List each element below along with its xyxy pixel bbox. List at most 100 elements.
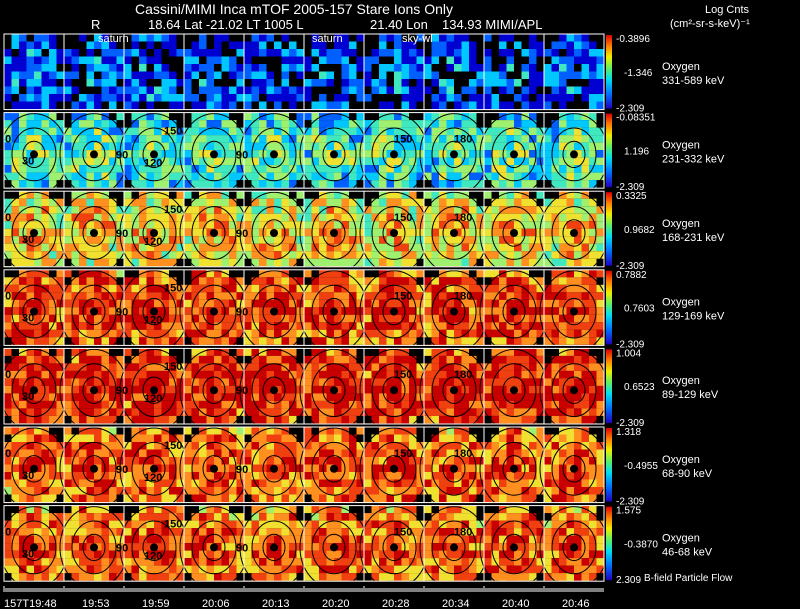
heatmap-cell xyxy=(131,314,139,323)
heatmap-cell xyxy=(401,408,409,416)
heatmap-cell xyxy=(191,442,199,450)
heatmap-cell xyxy=(154,64,162,72)
heatmap-cell xyxy=(169,408,177,416)
contour-label: 150 xyxy=(164,204,182,216)
heatmap-cell xyxy=(491,228,499,237)
heatmap-cell xyxy=(94,393,102,401)
heatmap-cell xyxy=(544,449,552,457)
heatmap-cell xyxy=(4,408,12,416)
heatmap-cell xyxy=(401,142,409,151)
heatmap-cell xyxy=(506,329,514,338)
heatmap-cell xyxy=(244,94,252,102)
heatmap-cell xyxy=(506,370,514,379)
heatmap-cell xyxy=(334,135,342,143)
heatmap-cell xyxy=(551,464,559,472)
heatmap-cell xyxy=(161,71,169,79)
heatmap-cell xyxy=(251,307,259,315)
heatmap-cell xyxy=(379,415,387,424)
heatmap-cell xyxy=(424,393,432,401)
heatmap-cell xyxy=(169,307,177,315)
heatmap-cell xyxy=(101,370,109,379)
heatmap-cell xyxy=(206,434,214,442)
heatmap-cell xyxy=(49,251,57,259)
heatmap-cell xyxy=(581,198,589,207)
heatmap-cell xyxy=(551,314,559,323)
heatmap-cell xyxy=(139,348,147,356)
heatmap-cell xyxy=(146,71,154,79)
heatmap-cell xyxy=(476,269,484,278)
heatmap-cell xyxy=(356,172,364,181)
heatmap-cell xyxy=(566,64,574,72)
heatmap-cell xyxy=(364,94,372,102)
heatmap-cell xyxy=(41,269,49,278)
heatmap-cell xyxy=(349,258,357,267)
heatmap-cell xyxy=(461,337,469,345)
heatmap-cell xyxy=(34,165,42,173)
heatmap-cell xyxy=(176,198,184,207)
heatmap-cell xyxy=(116,284,124,293)
heatmap-cell xyxy=(116,49,124,57)
heatmap-cell xyxy=(326,292,334,300)
heatmap-cell xyxy=(116,269,124,278)
heatmap-cell xyxy=(544,157,552,166)
heatmap-cell xyxy=(131,329,139,338)
heatmap-cell xyxy=(139,56,147,64)
heatmap-cell xyxy=(251,393,259,401)
heatmap-cell xyxy=(4,49,12,57)
heatmap-cell xyxy=(446,427,454,435)
heatmap-cell xyxy=(461,112,469,121)
heatmap-cell xyxy=(124,329,132,338)
heatmap-cell xyxy=(26,370,34,379)
heatmap-cell xyxy=(11,434,19,442)
heatmap-cell xyxy=(86,94,94,102)
heatmap-cell xyxy=(424,135,432,143)
heatmap-cell xyxy=(251,427,259,435)
heatmap-cell xyxy=(536,101,544,109)
heatmap-cell xyxy=(589,206,597,214)
heatmap-cell xyxy=(379,329,387,338)
heatmap-cell xyxy=(34,120,42,128)
heatmap-cell xyxy=(529,213,537,222)
heatmap-cell xyxy=(439,221,447,229)
heatmap-cell xyxy=(409,487,417,495)
heatmap-cell xyxy=(146,86,154,94)
heatmap-cell xyxy=(491,393,499,401)
heatmap-cell xyxy=(544,393,552,401)
heatmap-cell xyxy=(281,329,289,338)
heatmap-cell xyxy=(49,120,57,128)
heatmap-cell xyxy=(401,94,409,102)
heatmap-cell xyxy=(521,64,529,72)
heatmap-cell xyxy=(161,79,169,87)
heatmap-cell xyxy=(139,449,147,457)
heatmap-cell xyxy=(454,49,462,57)
heatmap-cell xyxy=(34,393,42,401)
heatmap-cell xyxy=(274,127,282,136)
heatmap-cell xyxy=(199,370,207,379)
heatmap-cell xyxy=(529,79,537,87)
heatmap-cell xyxy=(461,457,469,465)
heatmap-cell xyxy=(154,487,162,495)
heatmap-cell xyxy=(304,142,312,151)
heatmap-cell xyxy=(341,34,349,42)
heatmap-cell xyxy=(221,355,229,364)
heatmap-cell xyxy=(296,363,304,371)
heatmap-cell xyxy=(386,427,394,435)
heatmap-cell xyxy=(326,487,334,495)
heatmap-cell xyxy=(446,363,454,371)
colorbar-unit: (cm²-sr-s-keV)⁻¹ xyxy=(670,18,750,30)
heatmap-cell xyxy=(191,258,199,267)
heatmap-cell xyxy=(154,221,162,229)
heatmap-cell xyxy=(296,449,304,457)
heatmap-cell xyxy=(431,157,439,166)
heatmap-cell xyxy=(161,172,169,181)
heatmap-cell xyxy=(214,292,222,300)
contour-line xyxy=(11,284,57,339)
heatmap-cell xyxy=(154,34,162,42)
heatmap-cell xyxy=(169,457,177,465)
heatmap-cell xyxy=(274,400,282,409)
heatmap-cell xyxy=(386,236,394,244)
heatmap-cell xyxy=(229,408,237,416)
heatmap-cell xyxy=(161,213,169,222)
heatmap-cell xyxy=(56,415,64,424)
heatmap-cell xyxy=(311,213,319,222)
